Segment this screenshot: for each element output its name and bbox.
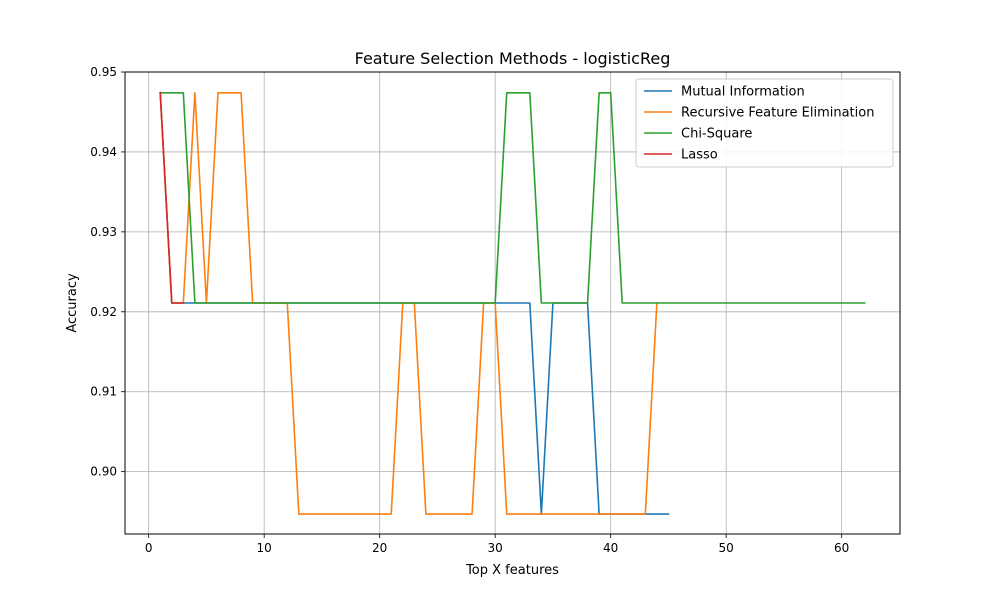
y-tick-label: 0.90 [90, 465, 117, 479]
legend-label: Mutual Information [681, 85, 805, 100]
x-tick-label: 20 [372, 541, 387, 555]
chart-title: Feature Selection Methods - logisticReg [355, 49, 671, 68]
legend-box [635, 78, 894, 168]
y-tick-label: 0.95 [90, 65, 117, 79]
y-tick-label: 0.94 [90, 145, 117, 159]
y-axis-label: Accuracy [65, 273, 80, 333]
legend-label: Lasso [681, 148, 718, 163]
x-tick-label: 30 [488, 541, 503, 555]
series-layer [159, 91, 866, 515]
ticks: 0 10 20 30 40 50 60 0.90 0.91 0.92 0.93 0.94 0.95 [90, 65, 849, 555]
x-tick-label: 60 [834, 541, 849, 555]
legend-label: Chi-Square [681, 127, 752, 142]
series-line-lasso [159, 91, 185, 304]
x-tick-label: 10 [257, 541, 272, 555]
y-tick-label: 0.92 [90, 305, 117, 319]
y-tick-label: 0.91 [90, 385, 117, 399]
x-tick-label: 50 [719, 541, 734, 555]
x-tick-label: 0 [145, 541, 153, 555]
x-axis-label: Top X features [465, 563, 559, 578]
x-tick-label: 40 [603, 541, 618, 555]
plot-frame [124, 71, 901, 535]
legend: Mutual Information Recursive Feature Elim… [635, 78, 894, 168]
y-tick-label: 0.93 [90, 225, 117, 239]
legend-label: Recursive Feature Elimination [681, 106, 874, 121]
series-line-chi-square [159, 91, 866, 304]
